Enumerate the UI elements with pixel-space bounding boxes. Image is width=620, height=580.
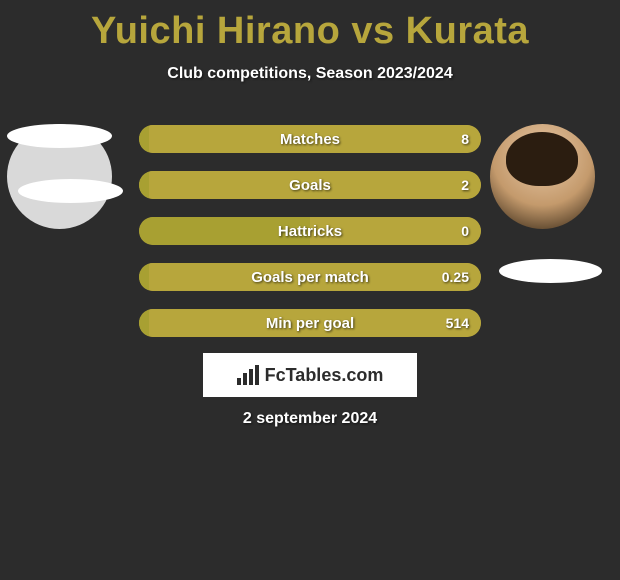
bar-left xyxy=(139,309,149,337)
bar-left xyxy=(139,217,310,245)
stat-row: Goals per match0.25 xyxy=(139,263,481,291)
avatar-right xyxy=(490,124,595,229)
stat-row: Hattricks0 xyxy=(139,217,481,245)
stat-row: Matches8 xyxy=(139,125,481,153)
bar-right xyxy=(149,263,481,291)
stat-value-right: 0.25 xyxy=(442,263,469,291)
logo-text: FcTables.com xyxy=(265,365,384,386)
stats-chart: Matches8 Goals2 Hattricks0 Goals per match0… xyxy=(139,125,481,355)
date-label: 2 september 2024 xyxy=(0,410,620,428)
bar-right xyxy=(149,125,481,153)
stat-value-right: 0 xyxy=(461,217,469,245)
bar-right xyxy=(310,217,481,245)
stat-row: Min per goal514 xyxy=(139,309,481,337)
bar-left xyxy=(139,171,149,199)
blank-ellipse xyxy=(499,259,602,283)
stat-value-right: 8 xyxy=(461,125,469,153)
page-title: Yuichi Hirano vs Kurata xyxy=(0,0,620,53)
bar-right xyxy=(149,171,481,199)
blank-ellipse xyxy=(7,124,112,148)
stat-value-right: 514 xyxy=(446,309,469,337)
stat-row: Goals2 xyxy=(139,171,481,199)
bar-left xyxy=(139,125,149,153)
logo-box: FcTables.com xyxy=(203,353,417,397)
bar-left xyxy=(139,263,149,291)
subtitle: Club competitions, Season 2023/2024 xyxy=(0,65,620,83)
blank-ellipse xyxy=(18,179,123,203)
bar-chart-icon xyxy=(237,365,259,385)
stat-value-right: 2 xyxy=(461,171,469,199)
bar-right xyxy=(149,309,481,337)
